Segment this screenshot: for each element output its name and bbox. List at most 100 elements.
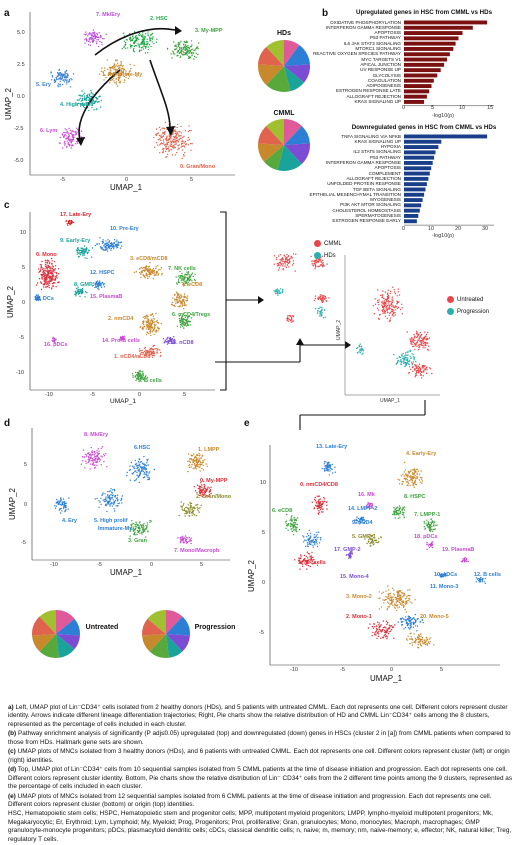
legend-progression: Progression (447, 308, 489, 315)
pie-untreated (32, 610, 80, 658)
caption-d: (d) Top, UMAP plot of Lin⁻CD34⁺ cells fr… (8, 766, 514, 791)
high-prolif-cloud (95, 488, 124, 512)
caption-a: a) Left, UMAP plot of Lin⁻CD34⁺ cells is… (8, 704, 514, 729)
enrichment-bar (404, 84, 432, 88)
b-down-xlabel: -log10(p) (432, 233, 454, 239)
c-ytick: 5 (22, 265, 25, 271)
mono-cloud (378, 585, 416, 612)
bars-downregulated (404, 135, 494, 226)
c-cluster-label: 4. eCD8 (182, 282, 202, 288)
b-down-xtick: 30 (482, 226, 488, 232)
b-up-title: Upregulated genes in HSC from CMML vs HD… (334, 9, 514, 16)
b-down-xtick: 10 (428, 226, 434, 232)
panel-d-xlabel: UMAP_1 (110, 568, 142, 577)
e-cluster-label: 2. Mono-1 (346, 614, 372, 620)
figure-caption: a) Left, UMAP plot of Lin⁻CD34⁺ cells is… (8, 704, 514, 845)
enrichment-bar (404, 182, 427, 186)
progression-cells (393, 350, 416, 368)
pathway-term: OXIDATIVE PHOSPHORYLATION (300, 20, 401, 25)
nmcd4-cloud (140, 313, 162, 336)
c-cluster-label: 1. nCD4/nCD8 (114, 354, 150, 360)
untreated-cells (407, 331, 431, 351)
c-xtick: 5 (183, 392, 186, 398)
enrichment-bar (404, 198, 423, 202)
pathway-term: CHOLESTEROL HOMEOSTASIS (300, 208, 401, 213)
enrichment-bar (404, 36, 459, 40)
pathway-term: COAGULATION (300, 78, 401, 83)
pathway-term: IL6 JAK STAT3 SIGNALING (300, 41, 401, 46)
e-cluster-label: 5. GMP-1 (352, 534, 376, 540)
untreated-swatch (447, 296, 454, 303)
my-mpp-cloud (167, 40, 200, 60)
d-cluster-label: 1. LMPP (198, 447, 219, 453)
c-ytick: 10 (20, 230, 26, 236)
inset-cmml-hds-umap (273, 253, 329, 323)
c-xtick: -10 (45, 392, 53, 398)
hds-swatch (314, 252, 321, 259)
late-ery-cloud (322, 461, 336, 476)
enrichment-bar (404, 79, 434, 83)
e-cluster-label: 16. Mk (358, 492, 375, 498)
mono1-cloud (368, 620, 396, 639)
pathway-term: APICAL JUNCTION (300, 62, 401, 67)
d-ytick: -5 (21, 540, 26, 546)
panel-e-clusters (285, 461, 486, 649)
e-cluster-label: 8. HSPC (404, 494, 425, 500)
a-ytick: 5.0 (17, 30, 25, 36)
c-cluster-label: 8. GMP (74, 282, 93, 288)
d-xtick: -5 (97, 562, 102, 568)
a-xtick: 0 (125, 177, 128, 183)
c-cluster-label: 9. Early-Ery (60, 238, 90, 244)
enrichment-bar (404, 150, 436, 154)
b-up-xtick: 5 (431, 105, 434, 111)
b-up-xlabel: -log10(p) (432, 113, 454, 119)
pathway-term: ESTROGEN RESPONSE EARLY (300, 218, 401, 223)
c-cluster-label: 10. Pre-Ery (110, 226, 139, 232)
enrichment-bar (404, 26, 473, 30)
a-ytick: 2.5 (17, 62, 25, 68)
b-up-xtick: 0 (402, 105, 405, 111)
d-cluster-label: 5. High prolif (94, 518, 128, 524)
a-cluster-label: 5. Ery (36, 82, 51, 88)
early-ery-cloud (397, 462, 423, 488)
hds-cells (315, 307, 326, 319)
legend-cmml: CMML (314, 240, 342, 247)
c-cluster-label: 17. Late-Ery (60, 212, 91, 218)
enrichment-bar (404, 177, 428, 181)
progression-swatch (447, 308, 454, 315)
inset-2-axes (345, 255, 440, 395)
inset-ylabel: UMAP_2 (336, 320, 342, 340)
hsc-cloud (126, 456, 155, 483)
e-cluster-label: 11. Mono-3 (430, 584, 458, 590)
a-cluster-label: 1. Immature-My (102, 72, 142, 78)
c-cluster-label: 12. HSPC (90, 270, 114, 276)
cmml-cells (274, 253, 297, 272)
d-xtick: 0 (150, 562, 153, 568)
progression-cells (356, 343, 364, 355)
enrichment-bar (404, 89, 429, 93)
a-cluster-label: 7. Mk/Ery (96, 12, 120, 18)
a-ytick: -2.5 (14, 126, 23, 132)
e-cluster-label: 13. Late-Ery (316, 444, 347, 450)
e-cluster-label: 4. Early-Ery (406, 451, 436, 457)
bars-upregulated (404, 21, 494, 106)
e-xtick: -5 (340, 667, 345, 673)
enrichment-bar (404, 219, 417, 223)
e-xtick: 5 (440, 667, 443, 673)
a-cluster-label: 0. Gran/Mono (180, 164, 215, 170)
ery-cloud (54, 497, 70, 513)
lmpp1-cloud (424, 518, 438, 532)
pathway-term: INTERFERON GAMMA RESPONSE (300, 25, 401, 30)
pathway-term: P53 PATHWAY (300, 35, 401, 40)
pathway-term: IL2 STAT5 SIGNALING (300, 149, 401, 154)
pathway-term: TNFA SIGNALING VIA NFKB (300, 134, 401, 139)
b-down-xtick: 20 (455, 226, 461, 232)
panel-e-label: e (244, 418, 250, 429)
panel-d-ylabel: UMAP_2 (8, 488, 17, 520)
enrichment-bar (404, 47, 453, 51)
e-cluster-label: 12. B cells (474, 572, 501, 578)
e-ytick: 0 (262, 580, 265, 586)
e-xtick: -10 (290, 667, 298, 673)
pathway-term: HYPOXIA (300, 144, 401, 149)
cmml-cells (286, 315, 294, 323)
